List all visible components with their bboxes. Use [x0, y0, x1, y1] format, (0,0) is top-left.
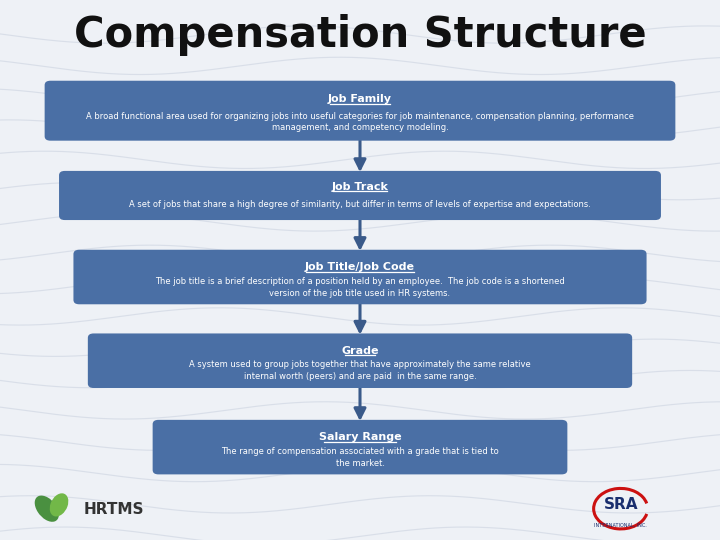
Ellipse shape	[50, 494, 68, 516]
Text: Job Family: Job Family	[328, 94, 392, 104]
Text: Salary Range: Salary Range	[319, 432, 401, 442]
FancyBboxPatch shape	[45, 80, 675, 140]
Text: Job Track: Job Track	[332, 181, 388, 192]
Text: The job title is a brief description of a position held by an employee.  The job: The job title is a brief description of …	[155, 276, 565, 298]
FancyBboxPatch shape	[153, 420, 567, 475]
Text: A system used to group jobs together that have approximately the same relative
i: A system used to group jobs together tha…	[189, 360, 531, 381]
Text: Grade: Grade	[341, 346, 379, 356]
Ellipse shape	[35, 496, 59, 522]
Text: The range of compensation associated with a grade that is tied to
the market.: The range of compensation associated wit…	[221, 447, 499, 468]
Text: HRTMS: HRTMS	[84, 502, 144, 517]
FancyBboxPatch shape	[59, 171, 661, 220]
Text: A set of jobs that share a high degree of similarity, but differ in terms of lev: A set of jobs that share a high degree o…	[129, 200, 591, 209]
Text: Job Title/Job Code: Job Title/Job Code	[305, 262, 415, 272]
Text: INTERNATIONAL, INC.: INTERNATIONAL, INC.	[594, 522, 647, 528]
FancyBboxPatch shape	[88, 333, 632, 388]
FancyBboxPatch shape	[73, 249, 647, 304]
Text: Compensation Structure: Compensation Structure	[73, 14, 647, 56]
Text: SRA: SRA	[603, 497, 638, 512]
Text: A broad functional area used for organizing jobs into useful categories for job : A broad functional area used for organiz…	[86, 112, 634, 132]
